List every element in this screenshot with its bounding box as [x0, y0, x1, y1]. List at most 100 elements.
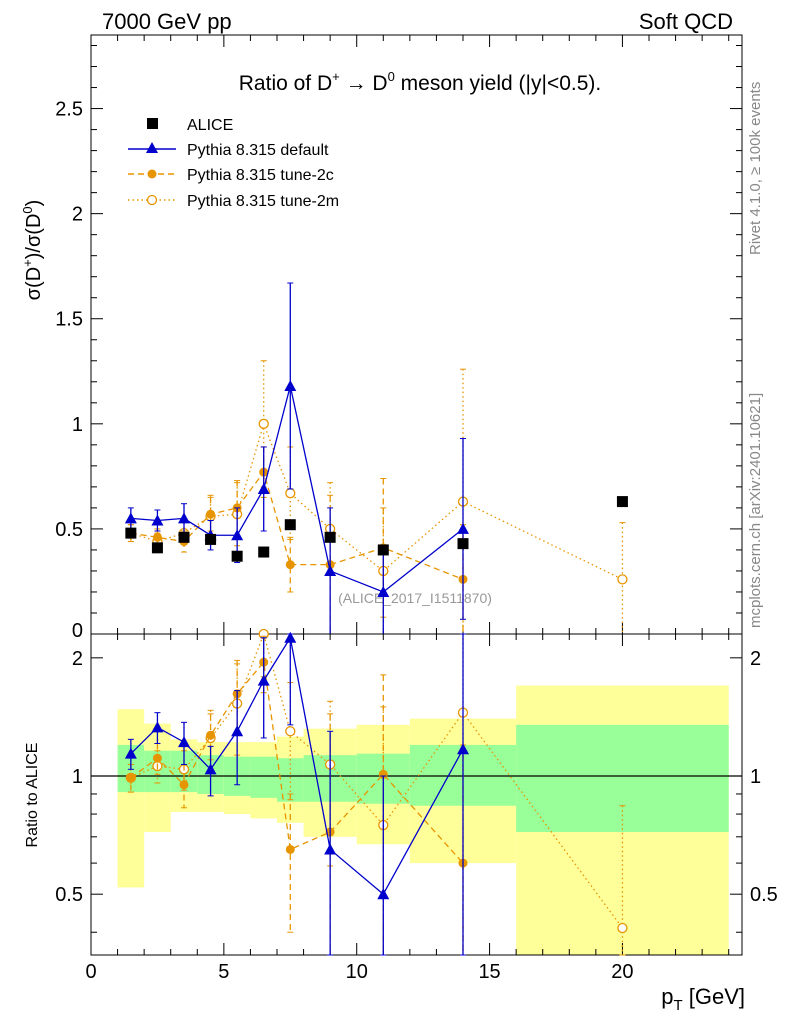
main-point-default-7 [324, 564, 337, 576]
ratio-y-label: Ratio to ALICE [24, 743, 41, 848]
header-left: 7000 GeV pp [102, 9, 232, 34]
ratio-point-default-2 [178, 736, 190, 748]
ratio-point-default-3 [204, 763, 217, 775]
y-tick-label-3: 2 [72, 204, 83, 226]
ratio-series [124, 628, 628, 956]
band-green-5 [250, 756, 277, 798]
main-panel: 0.5 1 1.5 2 2.5 0 (ALICE_2017_I1511870) Ratio… [20, 34, 743, 642]
ratio-line-tune2c [130, 660, 464, 864]
main-point-tune2m-5 [258, 418, 269, 429]
band-yellow-0 [117, 709, 145, 888]
ratio-point-tune2c-3 [206, 730, 216, 740]
alice-point-3 [205, 533, 217, 545]
y-tick-label-zero: 0 [72, 620, 83, 642]
x-tick-label-4: 20 [611, 961, 633, 983]
y-tick-label-0: 0.5 [55, 519, 83, 541]
ratio-point-default-1 [151, 721, 164, 733]
ratio-frame [90, 633, 743, 956]
watermark: (ALICE_2017_I1511870) [338, 590, 492, 606]
ratio-line-default [130, 635, 464, 896]
ratio-ytick-label-right-1: 1 [750, 766, 761, 788]
alice-point-10 [616, 496, 628, 508]
legend-label-tune2m: Pythia 8.315 tune-2m [187, 193, 339, 210]
alice-point-7 [324, 531, 336, 543]
main-point-tune2c-1 [152, 532, 162, 542]
alice-point-5 [258, 546, 270, 558]
legend-marker-tune2c [147, 169, 157, 179]
rivet-label: Rivet 4.1.0, ≥ 100k events [747, 82, 764, 255]
main-point-default-9 [457, 522, 469, 534]
ratio-point-default-8 [377, 888, 390, 900]
legend-item-tune2c: Pythia 8.315 tune-2c [128, 167, 334, 184]
x-tick-label-1: 5 [218, 961, 229, 983]
legend-item-default: Pythia 8.315 default [128, 142, 329, 159]
ratio-panel: 0 5 10 15 20 0.5 0.5 1 1 2 2 Ratio to ALICE [24, 628, 778, 983]
ratio-point-tune2c-8 [378, 769, 388, 779]
main-line-default [130, 385, 464, 593]
alice-point-2 [178, 531, 190, 543]
main-series [124, 282, 628, 635]
legend: ALICE Pythia 8.315 default Pythia 8.315 … [128, 117, 339, 210]
chart-title: Ratio of D+ → D0 meson yield (|y|<0.5). [239, 69, 601, 95]
ratio-point-default-5 [257, 674, 270, 686]
main-ticks: 0.5 1 1.5 2 2.5 0 [55, 35, 742, 642]
alice-point-6 [284, 519, 296, 531]
alice-point-8 [377, 544, 389, 556]
main-point-default-8 [377, 585, 390, 597]
alice-point-4 [231, 550, 243, 562]
main-point-default-6 [284, 379, 297, 391]
ratio-ytick-label-1: 1 [72, 766, 83, 788]
header-right: Soft QCD [639, 9, 733, 34]
main-point-default-0 [124, 512, 137, 524]
mcplots-label: mcplots.cern.ch [arXiv:2401.10621] [747, 393, 764, 628]
band-green-10 [516, 724, 729, 833]
alice-point-0 [125, 527, 137, 539]
ratio-point-default-4 [231, 725, 244, 737]
ratio-point-default-9 [457, 743, 469, 755]
x-axis-label: pT [GeV] [661, 984, 745, 1014]
main-point-tune2m-10 [617, 574, 628, 585]
main-point-default-2 [178, 512, 190, 524]
ratio-point-tune2c-0 [126, 773, 136, 783]
y-axis-label: σ(D+)/σ(D0) [20, 200, 45, 301]
legend-marker-alice [147, 118, 158, 129]
y-tick-label-1: 1 [72, 414, 83, 436]
legend-marker-default [146, 142, 158, 153]
legend-item-alice: ALICE [147, 117, 233, 134]
ratio-point-tune2c-2 [179, 780, 189, 790]
ratio-point-tune2c-1 [152, 753, 162, 763]
legend-label-tune2c: Pythia 8.315 tune-2c [187, 167, 334, 184]
legend-item-tune2m: Pythia 8.315 tune-2m [128, 193, 339, 210]
ratio-point-tune2m-10 [617, 922, 628, 934]
ratio-ytick-label-0: 0.5 [55, 884, 83, 906]
main-point-tune2c-6 [285, 560, 295, 570]
legend-marker-tune2m [146, 194, 158, 206]
ratio-point-default-0 [124, 747, 137, 759]
main-point-default-4 [231, 529, 244, 541]
main-point-tune2c-3 [206, 509, 216, 519]
alice-point-9 [457, 538, 469, 550]
y-tick-label-4: 2.5 [55, 99, 83, 121]
x-tick-label-2: 10 [346, 961, 368, 983]
x-tick-label-3: 15 [478, 961, 500, 983]
y-tick-label-2: 1.5 [55, 309, 83, 331]
main-line-tune2m [130, 421, 623, 580]
ratio-ytick-label-right-0: 0.5 [750, 884, 778, 906]
ratio-bands [117, 685, 729, 955]
ratio-ytick-label-right-2: 2 [750, 648, 761, 670]
main-point-tune2m-6 [285, 488, 296, 499]
ratio-point-default-7 [324, 843, 337, 855]
legend-label-default: Pythia 8.315 default [187, 142, 329, 159]
ratio-ytick-label-2: 2 [72, 648, 83, 670]
ratio-point-tune2c-6 [285, 844, 295, 854]
alice-point-1 [151, 542, 163, 554]
main-point-default-5 [257, 482, 270, 494]
x-tick-label-0: 0 [85, 961, 96, 983]
legend-label-alice: ALICE [187, 117, 233, 134]
main-point-default-1 [151, 514, 164, 526]
ratio-point-default-6 [284, 631, 297, 643]
ratio-point-tune2m-6 [285, 726, 296, 737]
main-line-tune2c [130, 470, 464, 580]
ratio-ticks: 0 5 10 15 20 0.5 0.5 1 1 2 2 [55, 634, 778, 983]
